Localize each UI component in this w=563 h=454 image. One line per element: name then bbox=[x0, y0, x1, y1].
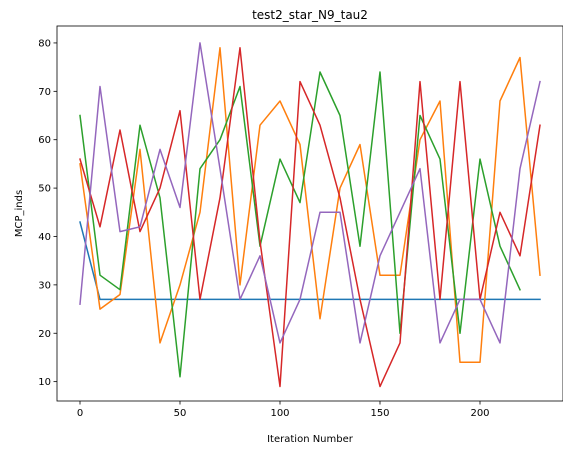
y-tick-label: 70 bbox=[38, 87, 51, 98]
plot-frame bbox=[56, 25, 563, 402]
y-axis-ticks: 10 20 30 40 50 60 70 80 bbox=[38, 38, 57, 388]
series-layer bbox=[79, 42, 541, 388]
series-line-2 bbox=[79, 47, 541, 364]
y-tick-label: 60 bbox=[38, 135, 51, 146]
x-axis-label: Iteration Number bbox=[267, 434, 354, 445]
x-tick-label: 200 bbox=[470, 408, 489, 419]
y-tick-label: 10 bbox=[38, 377, 51, 388]
y-tick-label: 80 bbox=[38, 38, 51, 49]
series-line-4 bbox=[79, 47, 541, 388]
series-line-5 bbox=[79, 42, 541, 344]
y-tick-label: 20 bbox=[38, 329, 51, 340]
chart-title: test2_star_N9_tau2 bbox=[252, 8, 368, 22]
x-tick-label: 150 bbox=[370, 408, 389, 419]
x-tick-label: 100 bbox=[270, 408, 289, 419]
x-axis-ticks: 0 50 100 150 200 bbox=[77, 401, 490, 419]
y-axis-label: MCP_inds bbox=[14, 190, 25, 237]
x-tick-label: 50 bbox=[174, 408, 187, 419]
x-tick-label: 0 bbox=[77, 408, 83, 419]
y-tick-label: 40 bbox=[38, 232, 51, 243]
y-tick-label: 50 bbox=[38, 184, 51, 195]
y-tick-label: 30 bbox=[38, 280, 51, 291]
